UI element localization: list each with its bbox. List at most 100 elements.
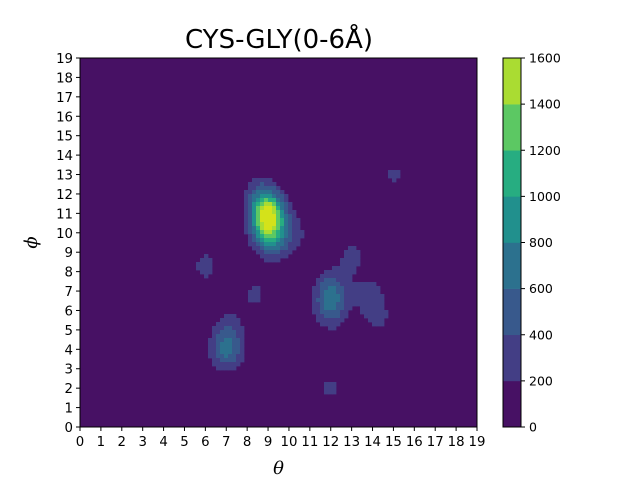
contour-cell [324,386,329,391]
contour-cell [392,178,397,183]
contour-cell [324,278,329,283]
contour-cell [200,266,205,271]
contour-cell [288,230,293,235]
y-tick-label: 17 [56,91,73,106]
contour-cell [264,222,269,227]
contour-cell [252,290,257,295]
contour-cell [280,242,285,247]
contour-cell [252,186,257,191]
contour-cell [236,358,241,363]
x-tick-label: 1 [97,435,105,450]
contour-cell [220,334,225,339]
colorbar-band [503,104,521,151]
contour-cell [376,302,381,307]
contour-cell [340,278,345,283]
x-tick-label: 5 [180,435,188,450]
contour-cell [320,274,325,279]
contour-cell [212,338,217,343]
contour-cell [316,310,321,315]
contour-cell [340,314,345,319]
contour-cell [216,358,221,363]
contour-cell [396,174,401,179]
contour-cell [344,282,349,287]
contour-cell [348,290,353,295]
contour-cell [340,294,345,299]
contour-cell [332,386,337,391]
contour-cell [328,286,333,291]
colorbar-band [503,242,521,289]
contour-cell [232,314,237,319]
contour-cell [328,322,333,327]
contour-cell [280,226,285,231]
contour-cell [360,286,365,291]
contour-cell [340,266,345,271]
contour-cell [272,206,277,211]
contour-cell [284,238,289,243]
contour-cell [256,206,261,211]
colorbar-tick-label: 600 [529,281,553,296]
contour-cell [336,310,341,315]
contour-cell [276,190,281,195]
contour-cell [248,206,253,211]
contour-cell [288,206,293,211]
contour-cell [236,354,241,359]
contour-cell [264,230,269,235]
colorbar-band [503,334,521,382]
y-axis-label: ϕ [21,236,42,248]
contour-cell [320,278,325,283]
contour-fill [196,170,401,395]
contour-cell [296,242,301,247]
contour-cell [272,186,277,191]
contour-cell [300,234,305,239]
contour-cell [268,226,273,231]
contour-cell [268,230,273,235]
contour-cell [376,318,381,323]
contour-cell [316,314,321,319]
contour-cell [280,198,285,203]
contour-cell [240,334,245,339]
contour-cell [328,326,333,331]
contour-cell [244,194,249,199]
contour-cell [228,314,233,319]
contour-cell [264,238,269,243]
contour-cell [372,302,377,307]
contour-cell [360,290,365,295]
contour-cell [292,242,297,247]
contour-cell [260,254,265,259]
y-tick-label: 0 [65,421,73,436]
contour-cell [216,350,221,355]
contour-cell [268,238,273,243]
colorbar-tick-label: 1200 [529,143,561,158]
contour-cell [268,246,273,251]
contour-cell [316,290,321,295]
contour-cell [356,250,361,255]
contour-cell [340,286,345,291]
contour-cell [320,294,325,299]
contour-cell [256,202,261,207]
contour-cell [352,286,357,291]
y-tick-label: 11 [56,207,73,222]
contour-cell [220,330,225,335]
contour-cell [212,326,217,331]
contour-cell [316,306,321,311]
contour-cell [260,194,265,199]
contour-cell [264,202,269,207]
contour-cell [332,266,337,271]
contour-cell [232,326,237,331]
contour-cell [264,250,269,255]
y-tick-label: 5 [65,324,73,339]
contour-cell [244,218,249,223]
contour-cell [344,286,349,291]
contour-cell [280,218,285,223]
contour-cell [220,322,225,327]
contour-cell [332,286,337,291]
contour-cell [392,170,397,175]
contour-cell [256,294,261,299]
contour-cell [360,306,365,311]
contour-cell [252,294,257,299]
contour-cell [376,286,381,291]
x-tick-label: 7 [222,435,230,450]
contour-cell [248,182,253,187]
contour-cell [348,286,353,291]
